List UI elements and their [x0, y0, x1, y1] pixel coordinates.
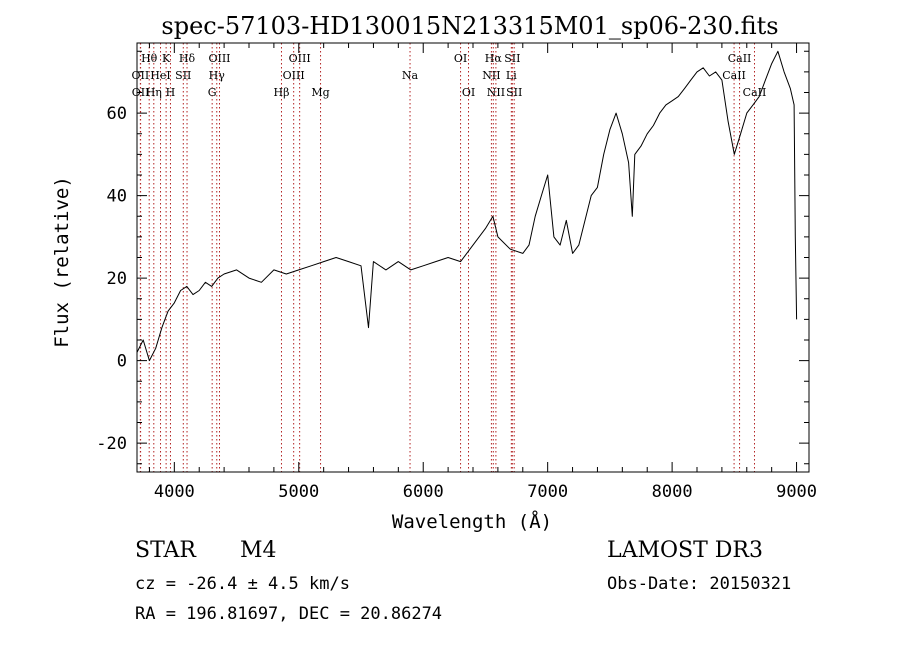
- line-label-15: Mg: [311, 86, 329, 99]
- line-label-12: Hβ: [274, 86, 290, 99]
- line-label-19: Hα: [485, 52, 503, 65]
- plot-frame: [136, 42, 810, 473]
- line-label-16: Na: [402, 69, 419, 82]
- observation-date: Obs-Date: 20150321: [607, 574, 792, 594]
- line-label-1: OII: [132, 69, 150, 82]
- line-label-26: CaII: [722, 69, 746, 82]
- line-label-11: G: [208, 86, 217, 99]
- line-label-10: Hγ: [209, 69, 226, 82]
- y-tick-label-0: 0: [117, 352, 127, 372]
- sky-coordinates: RA = 196.81697, DEC = 20.86274: [135, 604, 443, 624]
- line-label-4: K: [162, 52, 171, 65]
- line-label-0: Hθ: [141, 52, 158, 65]
- line-label-6: H: [166, 86, 176, 99]
- line-label-22: NII: [487, 86, 505, 99]
- y-tick-label-60: 60: [107, 104, 127, 124]
- line-label-25: CaII: [728, 52, 752, 65]
- x-tick-label-8000: 8000: [652, 482, 693, 502]
- survey-name: LAMOST DR3: [607, 538, 763, 563]
- line-label-9: OIII: [208, 52, 230, 65]
- line-label-20: SII: [504, 52, 520, 65]
- line-label-8: Hδ: [179, 52, 196, 65]
- x-tick-label-4000: 4000: [154, 482, 195, 502]
- x-tick-label-9000: 9000: [776, 482, 817, 502]
- x-tick-label-7000: 7000: [527, 482, 568, 502]
- line-label-5: HeI: [150, 69, 170, 82]
- spectrum-series-0: [136, 50, 798, 362]
- line-label-17: OI: [454, 52, 467, 65]
- y-tick-label-20: 20: [107, 269, 127, 289]
- spectrum-line-series: [136, 50, 798, 362]
- line-label-23: Li: [506, 69, 517, 82]
- line-label-7: SII: [175, 69, 191, 82]
- y-tick-label-40: 40: [107, 187, 127, 207]
- y-tick-label--20: -20: [96, 434, 127, 454]
- line-label-21: NII: [482, 69, 500, 82]
- line-label-3: Hη: [146, 86, 162, 99]
- y-axis-label: Flux (relative): [51, 176, 73, 348]
- line-label-27: CaII: [743, 86, 767, 99]
- line-label-14: OIII: [283, 69, 305, 82]
- object-subclass: M4: [240, 538, 277, 563]
- object-class: STAR: [135, 538, 196, 563]
- line-label-13: OIII: [289, 52, 311, 65]
- axes-ticks: 4000 5000 6000 7000 8000 9000 -20 0 20 40 60: [96, 43, 817, 502]
- x-tick-label-5000: 5000: [278, 482, 319, 502]
- emission-line-markers: [139, 43, 755, 472]
- x-axis-label: Wavelength (Å): [392, 510, 552, 533]
- chart-title: spec-57103-HD130015N213315M01_sp06-230.f…: [161, 12, 778, 40]
- redshift-velocity: cz = -26.4 ± 4.5 km/s: [135, 574, 350, 594]
- line-label-18: OI: [462, 86, 475, 99]
- x-tick-label-6000: 6000: [403, 482, 444, 502]
- line-label-24: SII: [506, 86, 522, 99]
